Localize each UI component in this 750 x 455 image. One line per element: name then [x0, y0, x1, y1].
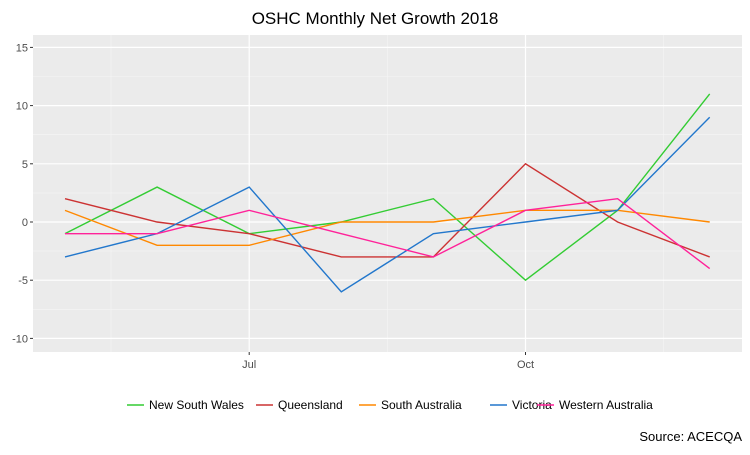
legend: New South Wales Queensland South Australia… — [127, 398, 653, 412]
legend-label: Victoria — [512, 398, 552, 412]
legend-label: Queensland — [278, 398, 343, 412]
legend-item: Western Australia — [537, 398, 653, 412]
y-tick-label: 10 — [16, 101, 28, 113]
legend-item: New South Wales — [127, 398, 244, 412]
legend-item: Victoria — [490, 398, 552, 412]
series-line-western-australia — [65, 197, 711, 270]
chart-title: OSHC Monthly Net Growth 2018 — [252, 9, 499, 28]
y-tick-label: -5 — [18, 275, 28, 287]
x-tick-label: Jul — [242, 359, 256, 371]
y-tick-label: 15 — [16, 42, 28, 54]
x-tick-label: Oct — [517, 359, 534, 371]
source-caption: Source: ACECQA — [639, 429, 742, 444]
legend-label: New South Wales — [149, 398, 244, 412]
legend-label: South Australia — [381, 398, 462, 412]
legend-item: Queensland — [256, 398, 343, 412]
x-axis: Jul Oct — [242, 352, 534, 371]
y-tick-label: 5 — [22, 159, 28, 171]
series-lines — [64, 93, 711, 293]
series-line-new-south-wales — [64, 93, 711, 282]
y-tick-label: -10 — [12, 333, 28, 345]
series-line-south-australia — [64, 209, 710, 246]
y-tick-label: 0 — [22, 217, 28, 229]
series-line-victoria — [64, 116, 711, 293]
legend-label: Western Australia — [559, 398, 653, 412]
legend-item: South Australia — [359, 398, 462, 412]
y-axis: -10 -5 0 5 10 15 — [12, 42, 33, 345]
